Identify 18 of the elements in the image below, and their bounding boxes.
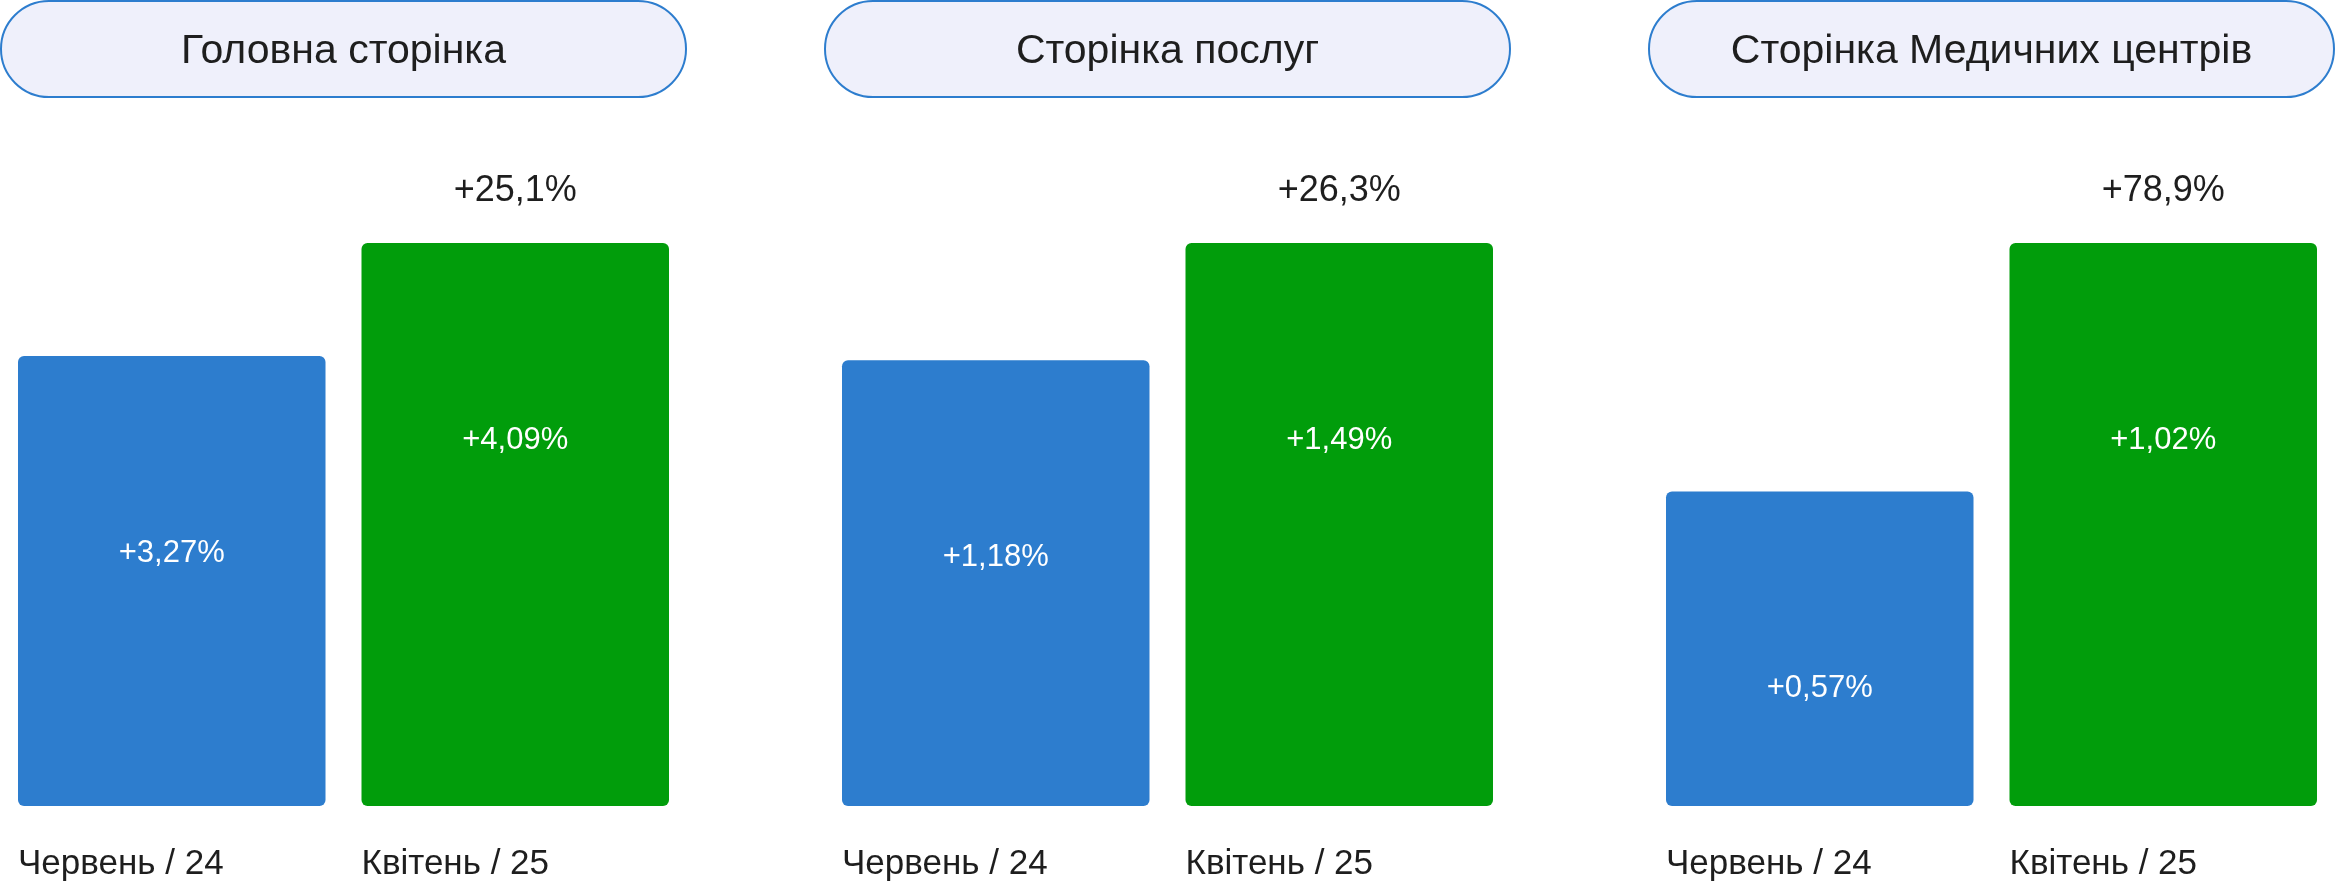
chart-title: Сторінка послуг bbox=[1015, 25, 1320, 73]
data-label: +4,09% bbox=[462, 420, 569, 456]
x-tick-label: Квітень / 25 bbox=[2009, 842, 2198, 881]
data-label: +1,18% bbox=[942, 537, 1049, 573]
x-tick-label: Квітень / 25 bbox=[1185, 842, 1374, 881]
data-label: +1,49% bbox=[1286, 420, 1393, 456]
data-label: +3,27% bbox=[118, 533, 225, 569]
chart-title: Головна сторінка bbox=[181, 25, 506, 73]
data-label: +0,57% bbox=[1766, 668, 1873, 704]
text: +25,1% bbox=[452, 168, 578, 210]
x-tick-label: Червень / 24 bbox=[18, 842, 224, 881]
x-tick-label: Квітень / 25 bbox=[361, 842, 550, 881]
text: +26,3% bbox=[1276, 168, 1402, 210]
text: +78,9% bbox=[2100, 168, 2226, 210]
x-tick-label: Червень / 24 bbox=[1666, 842, 1872, 881]
chart-title: Сторінка Медичних центрів bbox=[1730, 25, 2253, 73]
x-tick-label: Червень / 24 bbox=[842, 842, 1048, 881]
data-label: +1,02% bbox=[2110, 420, 2217, 456]
